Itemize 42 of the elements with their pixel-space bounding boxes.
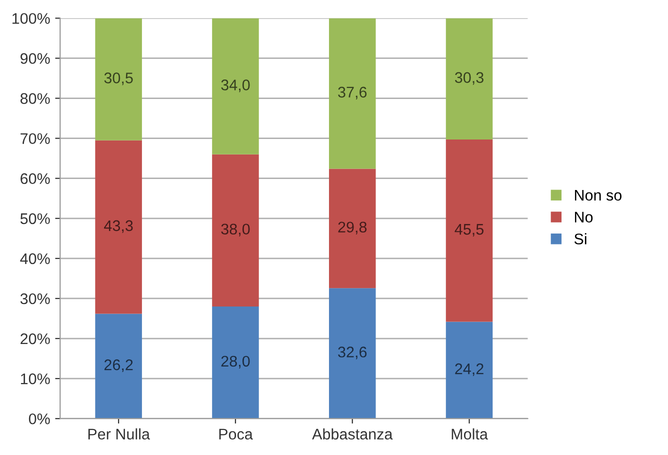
data-label: 29,8 [338,222,367,234]
bar [212,154,259,306]
bar [446,18,493,140]
x-tick-label: Molta [452,428,488,440]
data-label: 45,5 [454,224,484,237]
data-label: 24,2 [455,363,484,376]
y-tick-label: 0% [28,413,50,424]
data-label: 34,0 [221,80,250,92]
y-tick-label: 70% [20,133,50,144]
x-tick-label: Poca [219,428,253,440]
bar [95,18,142,140]
data-label: 38,0 [221,224,250,236]
bar [212,306,259,419]
bar [212,18,259,154]
y-tick-label: 30% [20,293,50,304]
bar [328,18,376,169]
data-label: 30,5 [104,72,133,86]
y-tick-label: 10% [20,373,50,384]
data-label: 37,6 [338,86,367,100]
bar [328,288,376,419]
data-label: 28,0 [221,356,250,368]
bar [446,322,493,419]
y-tick-label: 60% [20,173,50,184]
data-label: 26,2 [104,359,133,372]
legend-label: No [574,212,593,222]
y-tick-label: 40% [20,253,50,264]
data-label: 30,3 [454,72,484,85]
bar [95,140,142,314]
legend-label: Non so [574,190,622,201]
y-tick-label: 80% [20,93,50,104]
bar [446,140,493,322]
x-tick-label: Abbastanza [312,428,393,440]
y-tick-label: 20% [20,333,50,344]
data-label: 32,6 [338,346,367,360]
legend-label: Si [574,233,586,244]
y-tick-label: 50% [20,213,50,224]
y-tick-label: 100% [12,13,50,24]
x-tick-label: Per Nulla [88,428,150,440]
bar [328,168,376,288]
data-label: 43,3 [104,220,133,233]
bar [95,314,142,419]
y-tick-label: 90% [20,53,50,64]
